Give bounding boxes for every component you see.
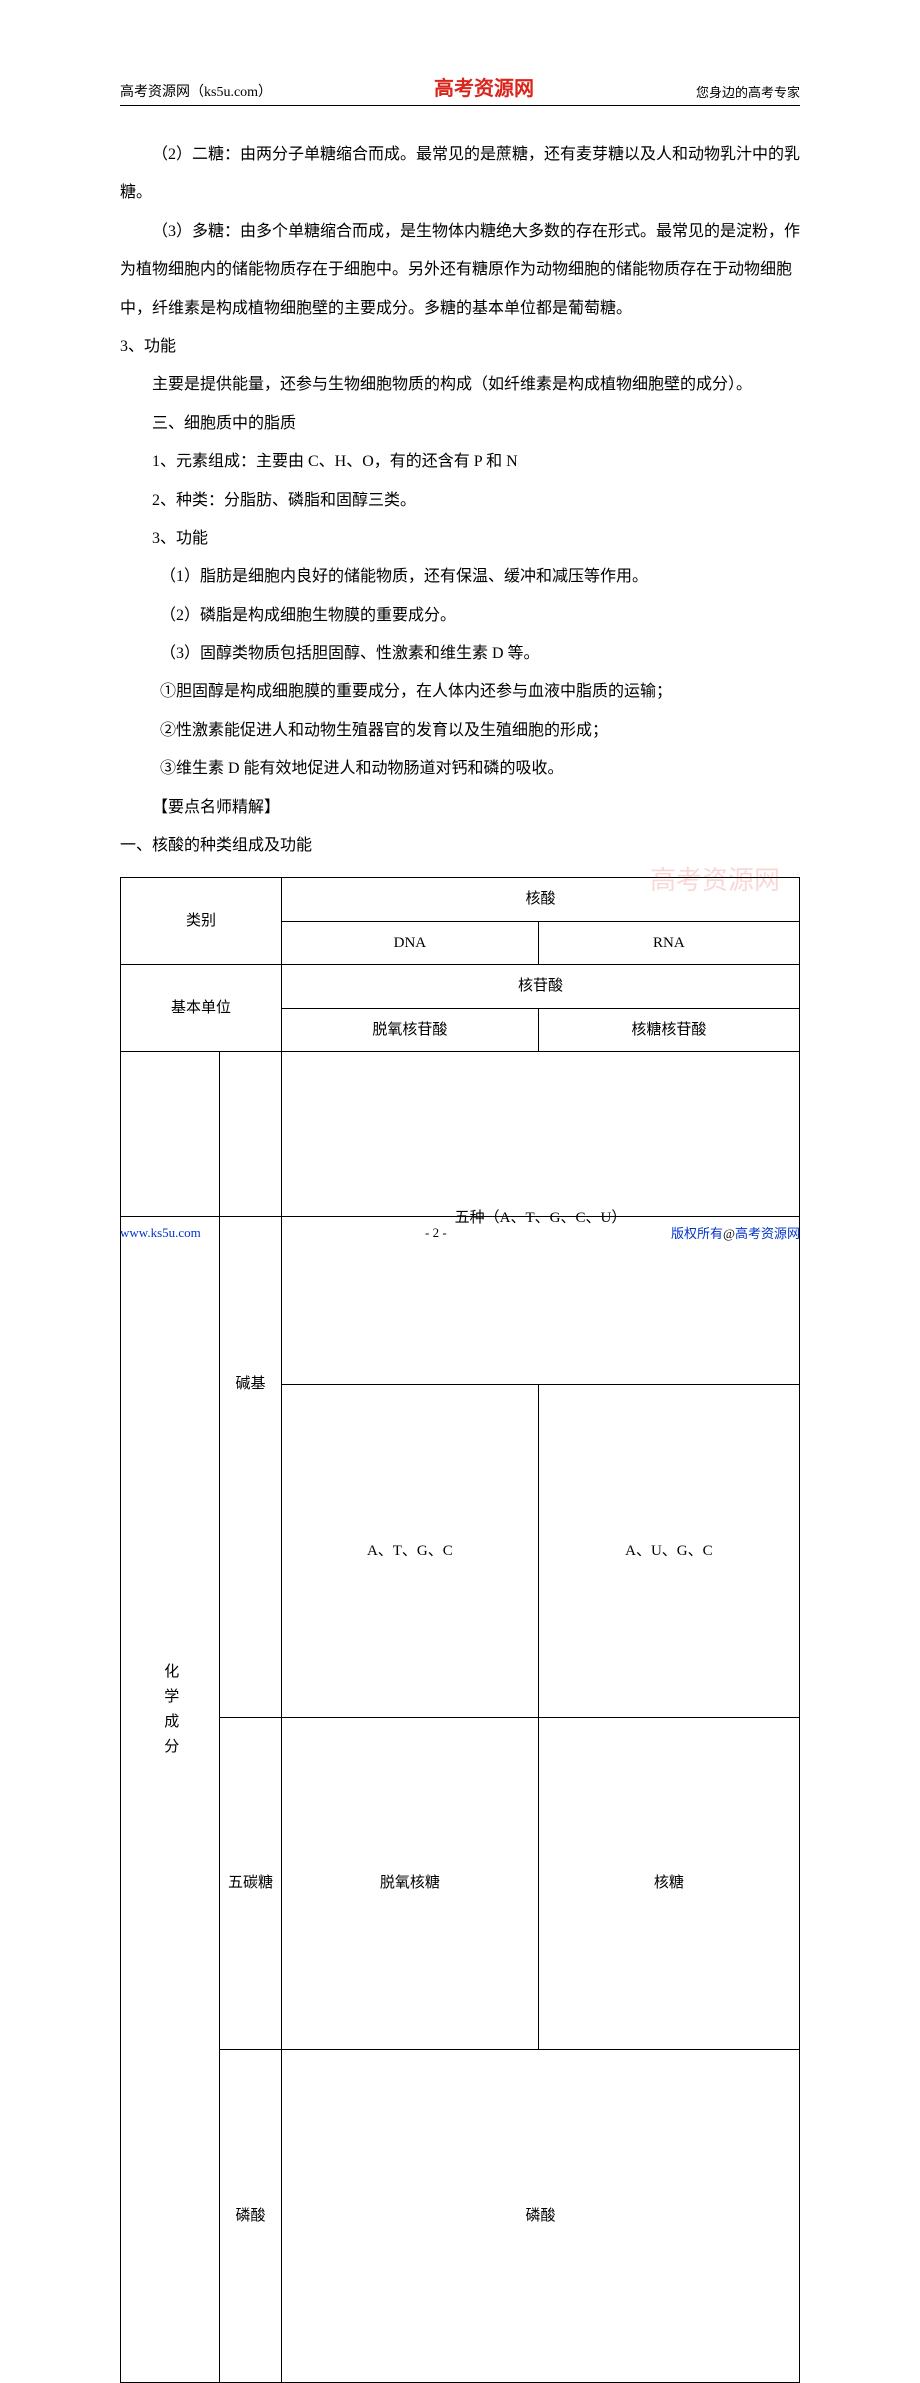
paragraph: 3、功能: [120, 328, 800, 366]
vertical-label: 化学成分: [159, 1062, 182, 2364]
paragraph: （2）二糖：由两分子单糖缩合而成。最常见的是蔗糖，还有麦芽糖以及人和动物乳汁中的…: [120, 136, 800, 213]
at-symbol: @: [723, 1226, 735, 1241]
cell-header: 核苷酸: [282, 965, 800, 1009]
header-right: 您身边的高考专家: [696, 82, 800, 101]
footer-url: www.ks5u.com: [120, 1225, 201, 1241]
header-center-brand: 高考资源网: [434, 72, 534, 101]
cell: 磷酸: [282, 2050, 800, 2383]
paragraph: （3）多糖：由多个单糖缩合而成，是生物体内糖绝大多数的存在形式。最常见的是淀粉，…: [120, 213, 800, 328]
paragraph: 【要点名师精解】: [120, 789, 800, 827]
page-number: - 2 -: [425, 1225, 447, 1241]
paragraph: 2、种类：分脂肪、磷脂和固醇三类。: [120, 482, 800, 520]
cell-category: 类别: [121, 878, 282, 965]
section-heading: 一、核酸的种类组成及功能: [120, 827, 800, 865]
table-row: 基本单位 核苷酸: [121, 965, 800, 1009]
paragraph: 1、元素组成：主要由 C、H、O，有的还含有 P 和 N: [120, 443, 800, 481]
paragraph: （3）固醇类物质包括胆固醇、性激素和维生素 D 等。: [120, 635, 800, 673]
cell-basic-unit: 基本单位: [121, 965, 282, 1052]
paragraph: （2）磷脂是构成细胞生物膜的重要成分。: [120, 597, 800, 635]
cell: A、T、G、C: [282, 1385, 539, 1718]
paragraph: ③维生素 D 能有效地促进人和动物肠道对钙和磷的吸收。: [120, 750, 800, 788]
header-left: 高考资源网（ks5u.com）: [120, 81, 272, 101]
footer-right-pre: 版权所有: [671, 1226, 723, 1241]
paragraph: 主要是提供能量，还参与生物细胞物质的构成（如纤维素是构成植物细胞壁的成分）。: [120, 366, 800, 404]
cell-dna: DNA: [282, 921, 539, 965]
cell: 核糖核苷酸: [538, 1008, 799, 1052]
body-content: （2）二糖：由两分子单糖缩合而成。最常见的是蔗糖，还有麦芽糖以及人和动物乳汁中的…: [120, 136, 800, 2383]
cell: 核糖: [538, 1717, 799, 2050]
table-row: 类别 核酸: [121, 878, 800, 922]
footer-right-post: 高考资源网: [735, 1226, 800, 1241]
page-header: 高考资源网（ks5u.com） 高考资源网 您身边的高考专家: [120, 72, 800, 106]
cell: A、U、G、C: [538, 1385, 799, 1718]
paragraph: 3、功能: [120, 520, 800, 558]
paragraph: ②性激素能促进人和动物生殖器官的发育以及生殖细胞的形成；: [120, 712, 800, 750]
page-footer: www.ks5u.com - 2 - 版权所有@高考资源网: [120, 1216, 800, 1242]
table-row: 磷酸 磷酸: [121, 2050, 800, 2383]
paragraph: （1）脂肪是细胞内良好的储能物质，还有保温、缓冲和减压等作用。: [120, 558, 800, 596]
page: 高考资源网（ks5u.com） 高考资源网 您身边的高考专家 （2）二糖：由两分…: [0, 0, 920, 1302]
cell-pentose: 五碳糖: [220, 1717, 282, 2050]
cell: 脱氧核糖: [282, 1717, 539, 2050]
paragraph: ①胆固醇是构成细胞膜的重要成分，在人体内还参与血液中脂质的运输；: [120, 673, 800, 711]
cell-header: 核酸: [282, 878, 800, 922]
table-row: 五碳糖 脱氧核糖 核糖: [121, 1717, 800, 2050]
footer-copyright: 版权所有@高考资源网: [671, 1223, 800, 1242]
nucleic-acid-table: 类别 核酸 DNA RNA 基本单位 核苷酸 脱氧核苷酸 核糖核苷酸 化学成分 …: [120, 877, 800, 2383]
cell-chem-composition: 化学成分: [121, 1052, 220, 2383]
cell-base: 碱基: [220, 1052, 282, 1717]
cell: 脱氧核苷酸: [282, 1008, 539, 1052]
paragraph: 三、细胞质中的脂质: [120, 405, 800, 443]
cell-phosphate: 磷酸: [220, 2050, 282, 2383]
cell-rna: RNA: [538, 921, 799, 965]
